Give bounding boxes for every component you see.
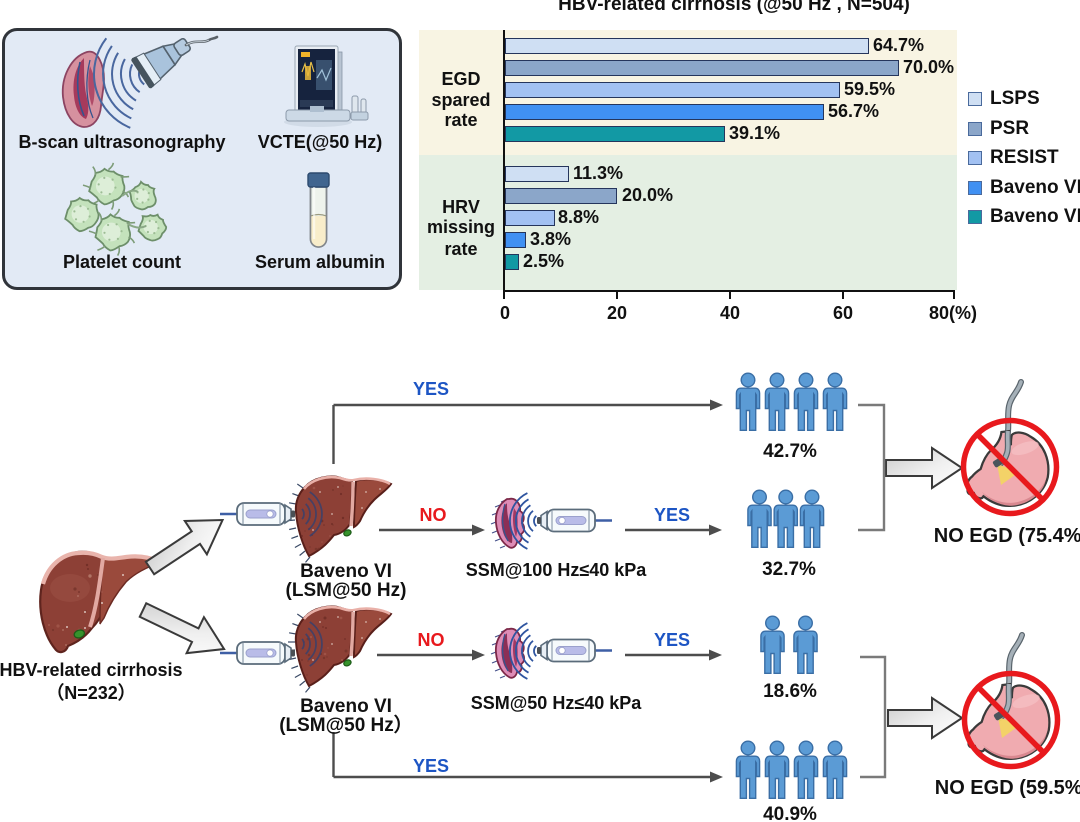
svg-text:NO EGD (59.5%): NO EGD (59.5%)	[935, 777, 1080, 799]
svg-text:SSM@100 Hz≤40 kPa: SSM@100 Hz≤40 kPa	[466, 560, 648, 580]
svg-text:NO: NO	[420, 505, 447, 525]
svg-text:42.7%: 42.7%	[763, 441, 817, 462]
svg-text:32.7%: 32.7%	[762, 559, 816, 580]
svg-text:YES: YES	[413, 379, 449, 399]
svg-text:YES: YES	[654, 630, 690, 650]
svg-text:(LSM@50 Hz): (LSM@50 Hz)	[286, 580, 407, 601]
svg-text:40.9%: 40.9%	[763, 804, 817, 822]
svg-text:NO EGD (75.4%): NO EGD (75.4%)	[934, 525, 1080, 547]
svg-text:NO: NO	[418, 630, 445, 650]
svg-text:（N=232）: （N=232）	[46, 683, 136, 703]
svg-text:HBV-related cirrhosis: HBV-related cirrhosis	[0, 660, 183, 680]
svg-text:Baveno VI: Baveno VI	[300, 696, 392, 717]
svg-text:SSM@50 Hz≤40 kPa: SSM@50 Hz≤40 kPa	[471, 693, 642, 713]
svg-text:(LSM@50 Hz）: (LSM@50 Hz）	[279, 713, 413, 736]
svg-text:YES: YES	[654, 505, 690, 525]
svg-text:Baveno VI: Baveno VI	[300, 561, 392, 582]
svg-text:YES: YES	[413, 756, 449, 776]
svg-text:18.6%: 18.6%	[763, 681, 817, 702]
